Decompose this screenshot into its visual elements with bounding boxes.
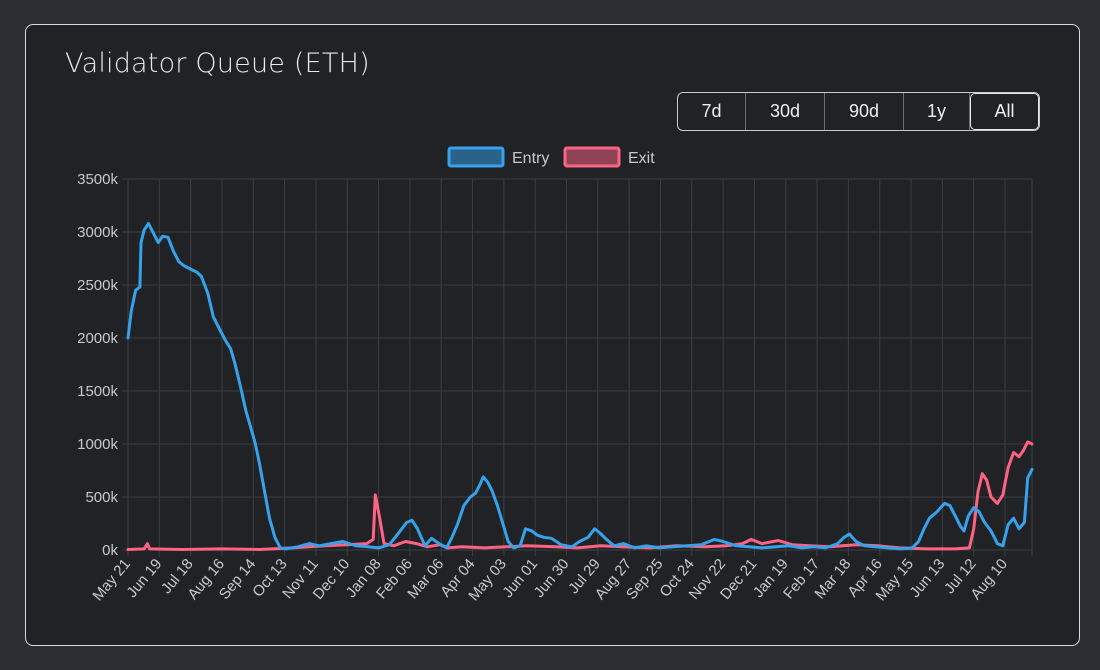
range-button-all[interactable]: All: [970, 93, 1039, 130]
y-tick-label: 3500k: [77, 171, 118, 188]
range-button-30d[interactable]: 30d: [746, 93, 825, 130]
x-tick-label: Jun 13: [906, 556, 948, 601]
y-tick-label: 1000k: [77, 436, 118, 453]
time-range-selector: 7d 30d 90d 1y All: [677, 92, 1040, 131]
chart-card: Validator Queue (ETH) 7d 30d 90d 1y All: [25, 24, 1080, 646]
legend-swatch-exit: [563, 146, 621, 168]
range-button-90d[interactable]: 90d: [825, 93, 904, 130]
legend-label-entry: Entry: [512, 150, 549, 167]
y-tick-label: 3000k: [77, 224, 118, 241]
y-tick-label: 0k: [102, 542, 118, 559]
legend-swatch-entry: [447, 146, 505, 168]
y-tick-label: 500k: [85, 489, 118, 506]
x-tick-label: Jun 19: [123, 556, 165, 601]
y-tick-label: 2500k: [77, 277, 118, 294]
legend-label-exit: Exit: [628, 150, 655, 167]
y-tick-label: 1500k: [77, 383, 118, 400]
page-title: Validator Queue (ETH): [65, 48, 370, 79]
series-line-entry: [126, 222, 1034, 551]
series-line-exit: [126, 440, 1034, 551]
range-button-7d[interactable]: 7d: [678, 93, 746, 130]
x-tick-label: Jun 30: [531, 556, 573, 601]
x-tick-label: May 21: [89, 556, 134, 605]
y-tick-label: 2000k: [77, 330, 118, 347]
range-button-1y[interactable]: 1y: [904, 93, 970, 130]
